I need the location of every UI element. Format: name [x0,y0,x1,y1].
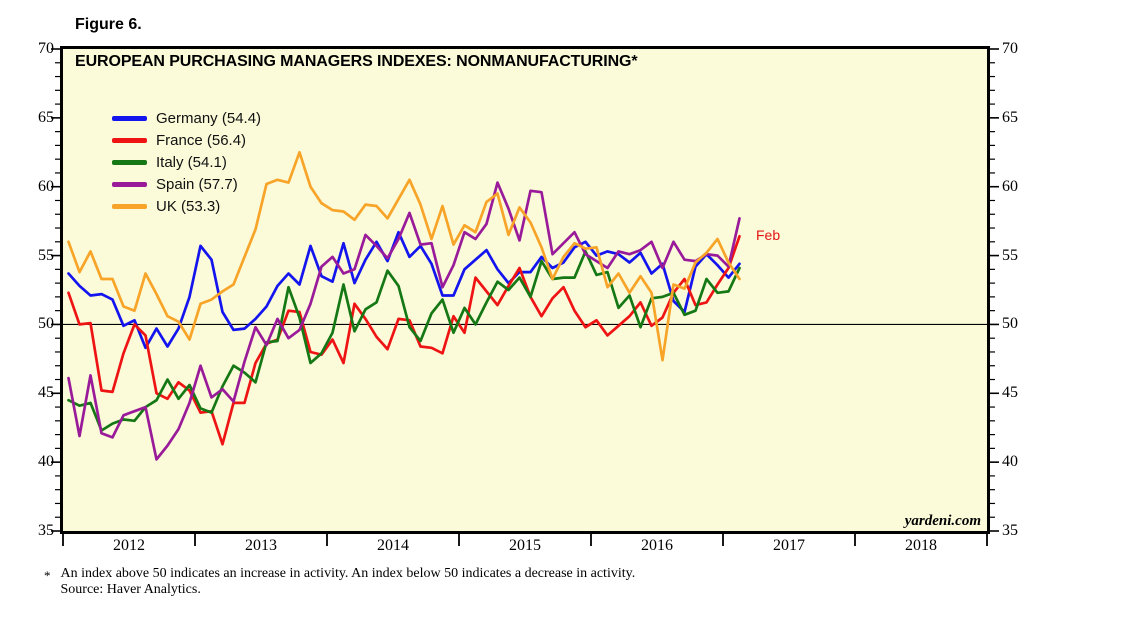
footnote-line-1: An index above 50 indicates an increase … [60,566,636,581]
y-axis-label-left: 45 [38,384,54,402]
y-axis-label-right: 35 [1002,522,1018,539]
y-axis-label-left: 65 [38,108,54,126]
footnote-asterisk: * [44,568,51,583]
legend: Germany (54.4) France (56.4) Italy (54.1… [112,107,261,217]
y-axis-label-left: 40 [38,453,54,471]
legend-item-spain: Spain (57.7) [112,173,261,195]
legend-label-germany: Germany (54.4) [156,109,262,127]
legend-item-uk: UK (53.3) [112,195,261,217]
legend-label-uk: UK (53.3) [156,197,221,215]
figure-label: Figure 6. [75,16,142,33]
x-axis-label-2017: 2017 [773,537,805,554]
legend-item-italy: Italy (54.1) [112,151,261,173]
x-axis-label-2012: 2012 [113,537,145,554]
plot-area: EUROPEAN PURCHASING MANAGERS INDEXES: NO… [60,46,990,534]
feb-annotation: Feb [756,227,781,243]
y-axis-label-right: 40 [1002,453,1018,471]
legend-item-germany: Germany (54.4) [112,107,261,129]
y-axis-label-right: 70 [1002,40,1018,57]
y-axis-label-right: 55 [1002,246,1018,264]
x-axis-label-2015: 2015 [509,537,541,554]
uk-line-swatch [112,203,147,209]
y-axis-label-left: 60 [38,177,54,195]
y-axis-label-left: 55 [38,246,54,264]
line-italy [67,250,741,432]
line-spain [67,181,741,461]
footnote-line-2: Source: Haver Analytics. [60,582,201,597]
footnote-text: An index above 50 indicates an increase … [61,566,636,598]
line-uk [67,150,741,362]
x-axis-label-2013: 2013 [245,537,277,554]
y-axis-label-right: 50 [1002,315,1018,333]
germany-line-swatch [112,115,147,121]
chart-title: EUROPEAN PURCHASING MANAGERS INDEXES: NO… [75,53,638,70]
x-axis-label-2018: 2018 [905,537,937,554]
legend-label-italy: Italy (54.1) [156,153,227,171]
line-france [67,234,741,446]
legend-label-spain: Spain (57.7) [156,175,238,193]
watermark-yardeni: yardeni.com [904,513,981,529]
y-axis-label-right: 65 [1002,108,1018,126]
spain-line-swatch [112,181,147,187]
y-axis-label-left: 35 [38,522,54,539]
chart-lines [63,150,987,461]
y-axis-label-right: 45 [1002,384,1018,402]
legend-item-france: France (56.4) [112,129,261,151]
x-axis-label-2014: 2014 [377,537,409,554]
legend-label-france: France (56.4) [156,131,247,149]
footnote: * An index above 50 indicates an increas… [44,566,635,598]
italy-line-swatch [112,159,147,165]
france-line-swatch [112,137,147,143]
y-axis-label-right: 60 [1002,177,1018,195]
x-axis-label-2016: 2016 [641,537,673,554]
y-axis-label-left: 50 [38,315,54,333]
y-axis-label-left: 70 [38,40,54,57]
